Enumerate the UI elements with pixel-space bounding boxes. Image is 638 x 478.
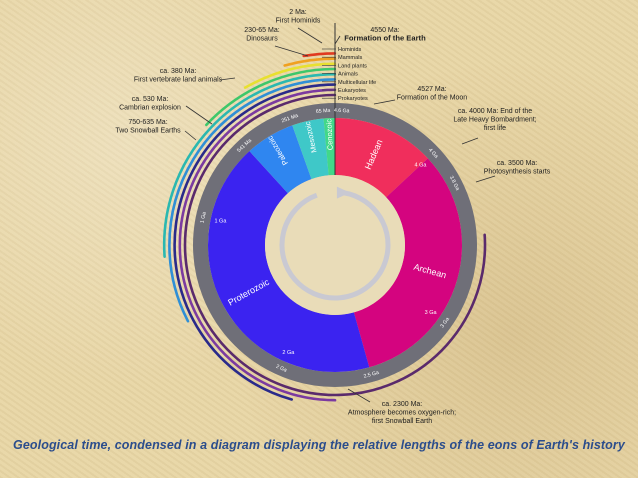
event-label: 2 Ma: First Hominids bbox=[276, 9, 321, 25]
event-leader-line bbox=[185, 105, 213, 125]
event-label: ca. 2300 Ma: Atmosphere becomes oxygen-ri… bbox=[348, 401, 456, 425]
inner-tick-label: 2 Ga bbox=[282, 350, 295, 356]
event-label: ca. 4000 Ma: End of the Late Heavy Bombar… bbox=[453, 108, 536, 132]
life-arc bbox=[173, 83, 337, 401]
inner-tick-label: 3 Ga bbox=[425, 310, 438, 316]
event-leader-line bbox=[184, 130, 197, 141]
event-label: 750-635 Ma: Two Snowball Earths bbox=[115, 119, 181, 135]
legend-item: Mammals bbox=[338, 55, 362, 61]
event-leader-line bbox=[373, 99, 396, 105]
life-arc bbox=[205, 67, 337, 127]
legend-item: Prokaryotes bbox=[338, 96, 368, 102]
event-label: ca. 530 Ma: Cambrian explosion bbox=[119, 96, 181, 112]
eon-wedge-cenozoic bbox=[323, 118, 335, 176]
life-arcs-group bbox=[162, 52, 487, 402]
eon-label-cenozoic: Cenozoic bbox=[324, 119, 334, 151]
legend-item: Hominids bbox=[338, 47, 362, 53]
event-label: 4550 Ma: Formation of the Earth bbox=[344, 27, 426, 43]
life-arc bbox=[243, 62, 337, 89]
life-arc bbox=[178, 88, 337, 402]
ring-tick-label: 251 Ma bbox=[281, 113, 299, 125]
clock-arrow-head bbox=[336, 186, 350, 199]
inner-tick-label: 1 Ga bbox=[214, 219, 227, 225]
eon-wedge-proterozoic bbox=[207, 151, 370, 373]
life-arc bbox=[162, 72, 337, 258]
life-legend: Hominids Mammals Land plants Animals Multice… bbox=[322, 47, 376, 102]
life-arc bbox=[168, 78, 337, 323]
ring-tick-label: 65 Ma bbox=[316, 108, 331, 115]
caption: Geological time, condensed in a diagram … bbox=[13, 438, 625, 452]
event-label: 230-65 Ma: Dinosaurs bbox=[244, 27, 279, 43]
inner-tick-label: 4 Ga bbox=[415, 163, 428, 169]
event-label: ca. 380 Ma: First vertebrate land animals bbox=[134, 68, 223, 84]
inner-decoration bbox=[265, 175, 405, 315]
event-label: ca. 3500 Ma: Photosynthesis starts bbox=[484, 160, 551, 176]
event-leader-line bbox=[475, 175, 496, 183]
life-arc bbox=[283, 57, 337, 67]
event-annotations: 2 Ma: First Hominids 230-65 Ma: Dinosaurs 45… bbox=[115, 9, 550, 425]
inner-disc bbox=[265, 175, 405, 315]
ring-tick-label: 3 Ga bbox=[439, 316, 450, 329]
event-label: 4527 Ma: Formation of the Moon bbox=[397, 86, 468, 102]
ring-tick-label: 2.5 Ga bbox=[363, 370, 380, 380]
event-leader-line bbox=[347, 388, 371, 403]
ring-tick-label: 1 Ga bbox=[200, 211, 208, 223]
event-leader-line bbox=[274, 45, 309, 57]
eon-wedge-hadean bbox=[335, 118, 428, 198]
event-leader-line bbox=[219, 77, 236, 81]
legend-item: Land plants bbox=[338, 63, 367, 69]
legend-item: Multicellular life bbox=[338, 80, 376, 86]
eon-wedge-mesozoic bbox=[292, 118, 329, 180]
life-arc bbox=[183, 93, 487, 397]
eon-wedge-paleozoic bbox=[249, 125, 312, 194]
event-leader-line bbox=[297, 27, 323, 44]
eon-wedge-archean bbox=[353, 158, 462, 368]
life-arc bbox=[302, 52, 337, 58]
event-leader-line bbox=[334, 35, 341, 45]
legend-item: Eukaryotes bbox=[338, 88, 366, 94]
ring-tick-label: 4.6 Ga bbox=[334, 108, 350, 115]
legend-item: Animals bbox=[338, 72, 358, 78]
ring-tick-label: 2 Ga bbox=[275, 364, 288, 374]
clock-arrow-arc bbox=[279, 190, 391, 301]
event-leader-line bbox=[461, 137, 479, 145]
